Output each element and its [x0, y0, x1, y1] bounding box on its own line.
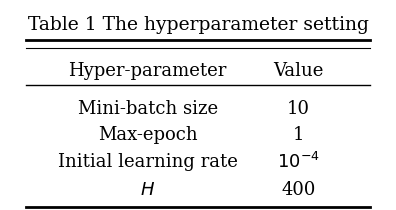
Text: 400: 400 — [282, 181, 316, 199]
Text: $H$: $H$ — [140, 181, 155, 199]
Text: 1: 1 — [293, 126, 305, 144]
Text: Value: Value — [273, 62, 324, 80]
Text: 10: 10 — [287, 100, 310, 118]
Text: Initial learning rate: Initial learning rate — [58, 153, 238, 171]
Text: $10^{-4}$: $10^{-4}$ — [277, 152, 320, 172]
Text: Table 1 The hyperparameter setting: Table 1 The hyperparameter setting — [28, 16, 368, 34]
Text: Mini-batch size: Mini-batch size — [78, 100, 218, 118]
Text: Max-epoch: Max-epoch — [98, 126, 198, 144]
Text: Hyper-parameter: Hyper-parameter — [69, 62, 227, 80]
